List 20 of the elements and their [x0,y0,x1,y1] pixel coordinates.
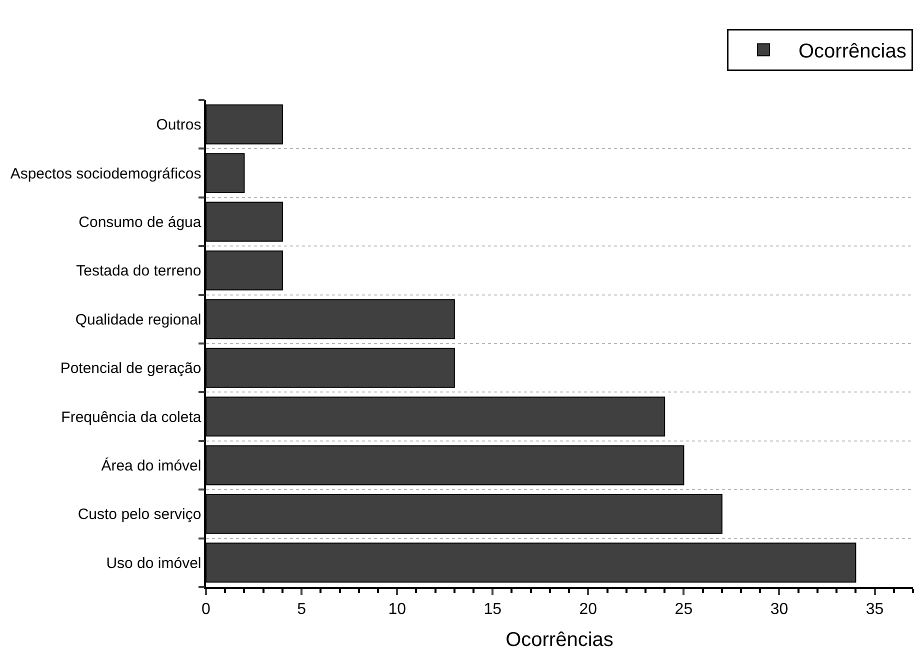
legend-label: Ocorrências [798,40,906,63]
y-tick-label: Custo pelo serviço [78,506,202,524]
y-tick-label: Qualidade regional [75,311,202,328]
x-tick-label: 25 [674,600,693,618]
y-tick-label: Aspectos sociodemográficos [10,165,202,182]
y-tick-label: Outros [156,116,202,134]
y-tick-label: Área do imóvel [101,456,202,474]
y-tick-label: Potencial de geração [60,360,202,378]
y-tick-label: Consumo de água [78,214,202,231]
x-tick-label: 35 [866,600,884,618]
x-tick-label: 30 [770,600,788,618]
y-tick-label: Testada do terreno [76,262,202,280]
x-tick-label: 10 [388,600,406,618]
x-tick-label: 20 [579,600,598,618]
x-tick-label: 5 [297,600,306,618]
x-tick-label: 15 [484,600,502,618]
x-axis-title: Ocorrências [506,628,614,651]
y-tick-label: Uso do imóvel [106,554,202,572]
x-tick-label: 0 [202,600,211,618]
y-tick-label: Frequência da coleta [61,408,202,426]
